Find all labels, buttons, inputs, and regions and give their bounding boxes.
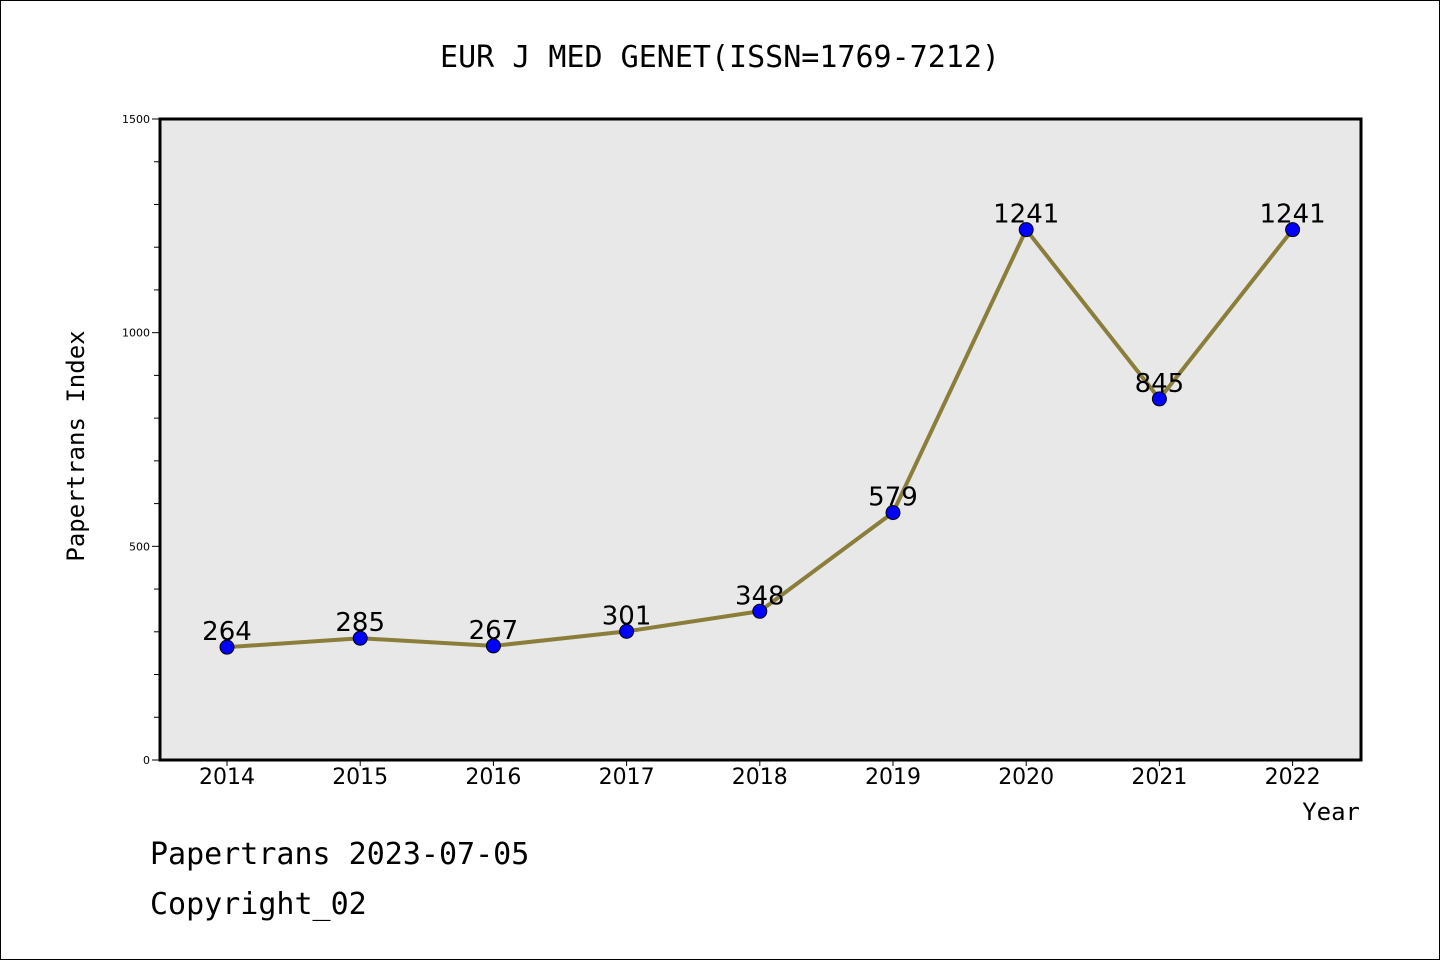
data-label: 267	[469, 616, 519, 646]
data-point	[1018, 222, 1034, 238]
x-axis-label: Year	[1302, 798, 1360, 826]
x-tick-label: 2016	[465, 765, 521, 790]
y-tick-label: 1500	[122, 113, 150, 126]
y-tick-label: 500	[129, 540, 150, 553]
x-axis: 2014 2015 2016 2017 2018 2019 2020 2021 2022	[199, 760, 1321, 790]
x-tick-label: 2021	[1131, 765, 1187, 790]
data-label: 264	[202, 617, 252, 647]
plot-area	[158, 117, 1363, 762]
data-label: 301	[602, 601, 652, 631]
y-tick-label: 0	[143, 754, 150, 767]
x-tick-label: 2019	[865, 765, 921, 790]
data-point	[619, 623, 635, 639]
footer-copyright: Copyright_02	[150, 887, 367, 922]
x-tick-label: 2014	[199, 765, 255, 790]
data-label: 579	[868, 483, 918, 513]
series-markers	[219, 222, 1301, 655]
x-tick-label: 2022	[1265, 765, 1321, 790]
data-point	[1285, 222, 1301, 238]
x-tick-label: 2018	[732, 765, 788, 790]
x-tick-label: 2020	[998, 765, 1054, 790]
data-label: 845	[1135, 369, 1185, 399]
x-tick-label: 2017	[599, 765, 655, 790]
data-labels: 264 285 267 301 348 579 1241 845 1241	[202, 200, 1326, 648]
data-label: 1241	[1260, 200, 1326, 230]
data-point	[1151, 391, 1167, 407]
data-point	[352, 630, 368, 646]
chart-title: EUR J MED GENET(ISSN=1769-7212)	[440, 40, 1000, 75]
y-axis-label: Papertrans Index	[62, 330, 90, 561]
footer-date: Papertrans 2023-07-05	[150, 837, 529, 872]
data-point	[485, 638, 501, 654]
data-point	[752, 603, 768, 619]
x-tick-label: 2015	[332, 765, 388, 790]
y-axis: 0 500 1000 1500	[122, 113, 160, 767]
data-point	[885, 505, 901, 521]
data-label: 348	[735, 581, 785, 611]
data-label: 1241	[993, 200, 1059, 230]
y-tick-label: 1000	[122, 327, 150, 340]
data-label: 285	[335, 608, 385, 638]
data-point	[219, 639, 235, 655]
